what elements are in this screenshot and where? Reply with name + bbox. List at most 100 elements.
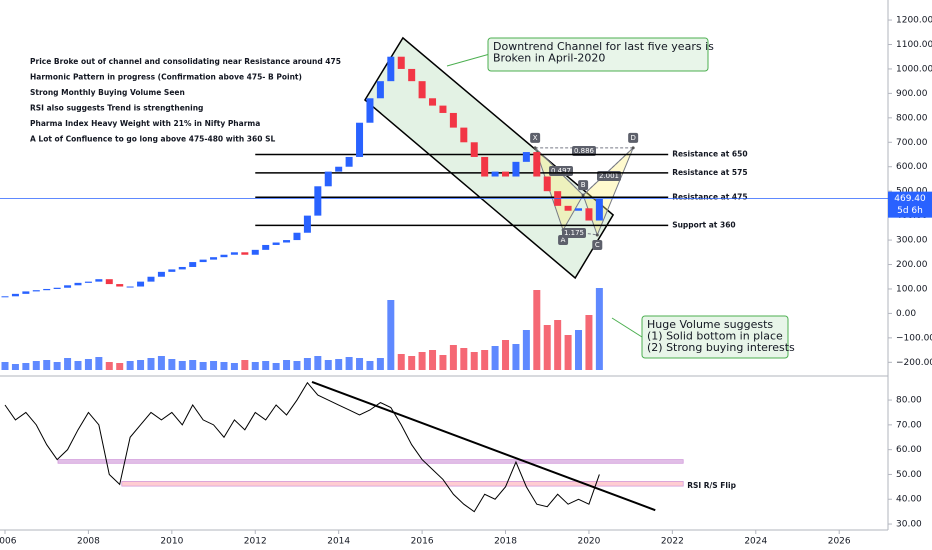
y-tick-label: −100.00 <box>896 333 932 343</box>
y-tick-label: 0.00 <box>896 309 916 319</box>
fib-ratio: 2.001 <box>599 172 619 180</box>
volume-bar <box>84 359 92 370</box>
y-tick-label: 300.00 <box>896 236 928 246</box>
volume-bar <box>418 352 426 370</box>
rsi-tick-label: 80.00 <box>896 396 922 406</box>
rsi-line <box>4 381 600 513</box>
candle <box>168 269 176 272</box>
candle <box>283 240 291 243</box>
candle <box>335 166 343 172</box>
volume-bar <box>157 356 165 370</box>
volume-bar <box>53 362 61 370</box>
volume-bar <box>105 362 113 370</box>
candle <box>418 81 426 99</box>
pattern-ratio-line <box>582 147 634 196</box>
note: Pharma Index Heavy Weight with 21% in Ni… <box>30 119 260 128</box>
volume-bar <box>230 363 238 370</box>
volume-bar <box>11 364 19 370</box>
pattern-label: C <box>595 241 600 249</box>
level-label: Resistance at 575 <box>672 168 747 177</box>
candle <box>533 152 541 177</box>
callout-text: Downtrend Channel for last five years is <box>493 40 714 53</box>
volume-bar <box>95 357 103 370</box>
pattern-label-bg <box>592 239 603 250</box>
fib-ratio: 0.886 <box>574 147 595 155</box>
volume-bar <box>74 361 82 370</box>
candle <box>585 208 593 221</box>
pattern-point <box>533 146 537 150</box>
x-tick-label: 2020 <box>577 537 600 547</box>
volume-bar <box>199 362 207 370</box>
volume-bar <box>189 360 197 370</box>
fib-ratio: 1.175 <box>564 229 584 237</box>
volume-bar <box>491 346 499 370</box>
volume-bar <box>533 290 541 370</box>
volume-bar <box>439 355 447 370</box>
candle <box>1 296 9 298</box>
level-label: Resistance at 475 <box>672 192 747 201</box>
callout-box <box>641 315 789 359</box>
volume-bar <box>43 360 51 370</box>
volume-bar <box>22 363 30 370</box>
volume-bar <box>137 360 145 370</box>
x-tick-label: 2012 <box>244 537 267 547</box>
candle <box>84 281 92 283</box>
countdown: 5d 6h <box>897 206 923 216</box>
y-tick-label: 700.00 <box>896 138 928 148</box>
candle <box>230 252 238 255</box>
rsi-trendline <box>311 381 656 512</box>
pattern-point <box>631 146 635 150</box>
rsi-tick-label: 60.00 <box>896 445 922 455</box>
rsi-tick-label: 30.00 <box>896 520 922 530</box>
y-tick-label: 100.00 <box>896 284 928 294</box>
candle <box>324 171 332 187</box>
note: Harmonic Pattern in progress (Confirmati… <box>30 73 302 82</box>
candle <box>522 152 530 162</box>
candle <box>22 291 30 294</box>
callout-leader <box>611 317 643 338</box>
pattern-point <box>595 233 599 237</box>
candle <box>147 276 155 282</box>
volume-bar <box>283 360 291 370</box>
candle <box>189 262 197 267</box>
candle <box>345 156 353 167</box>
volume-bar <box>366 361 374 370</box>
level-label: Support at 360 <box>672 220 735 229</box>
volume-bar <box>335 359 343 370</box>
level-label: Resistance at 650 <box>672 150 747 159</box>
volume-bar <box>449 345 457 370</box>
candle <box>575 208 583 211</box>
volume-bar <box>178 361 186 370</box>
callout-box <box>487 37 709 72</box>
candle <box>137 281 145 287</box>
candle <box>251 249 259 255</box>
candle <box>366 98 374 123</box>
volume-bar <box>1 362 9 370</box>
note: Strong Monthly Buying Volume Seen <box>30 88 185 97</box>
candle <box>220 254 228 258</box>
rsi-band-label: RSI R/S Flip <box>687 481 736 490</box>
volume-bar <box>376 358 384 370</box>
x-tick-label: 2006 <box>0 537 17 547</box>
candle <box>491 171 499 177</box>
y-tick-label: 1100.00 <box>896 40 932 50</box>
candle <box>397 56 405 69</box>
volume-bar <box>324 360 332 370</box>
candle <box>460 127 468 143</box>
pattern-point <box>581 193 585 197</box>
volume-bar <box>116 363 124 370</box>
volume-bar <box>262 361 270 370</box>
volume-bar <box>293 361 301 370</box>
candle <box>408 68 416 82</box>
volume-bar <box>168 359 176 370</box>
callout-text: (1) Solid bottom in place <box>647 330 783 343</box>
pattern-label-bg <box>530 132 541 143</box>
fib-ratio: 0.497 <box>551 167 571 175</box>
pattern-ratio-line <box>534 147 584 196</box>
volume-bar <box>408 356 416 370</box>
volume-bar <box>345 357 353 370</box>
y-tick-label: 1000.00 <box>896 64 932 74</box>
candle <box>470 142 478 157</box>
volume-bar <box>429 350 437 370</box>
